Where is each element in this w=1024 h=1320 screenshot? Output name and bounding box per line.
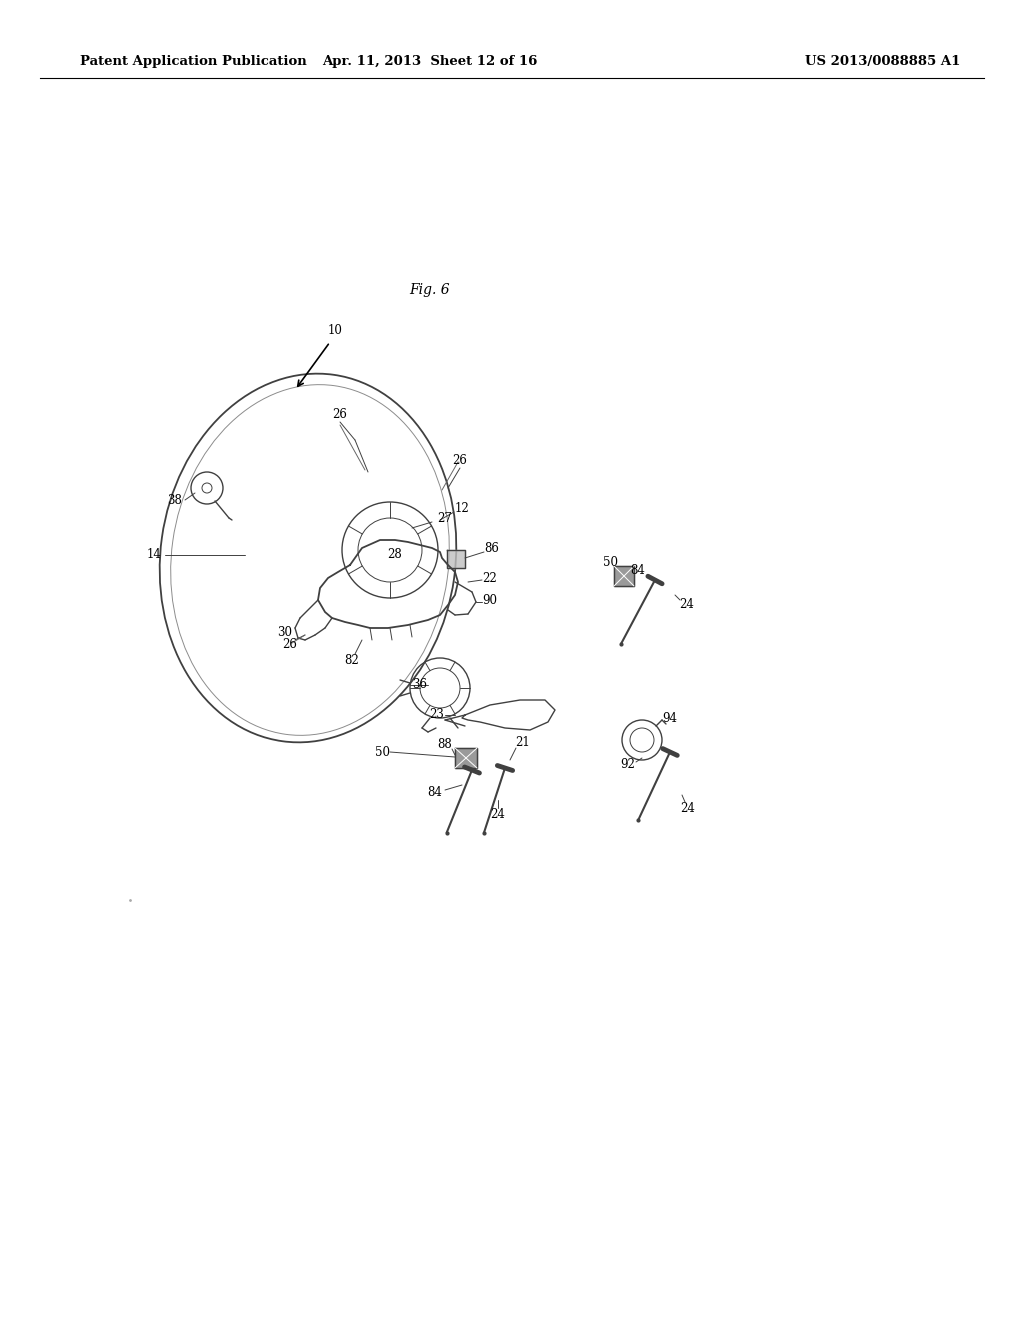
Text: 94: 94 <box>663 711 678 725</box>
Polygon shape <box>447 550 465 568</box>
Polygon shape <box>455 748 477 768</box>
Text: 92: 92 <box>621 759 636 771</box>
Text: 27: 27 <box>437 511 453 524</box>
Text: 30: 30 <box>278 626 293 639</box>
Text: 38: 38 <box>167 494 182 507</box>
Text: 84: 84 <box>428 787 442 800</box>
Text: 14: 14 <box>147 549 162 561</box>
Text: 82: 82 <box>345 653 359 667</box>
Polygon shape <box>614 566 634 586</box>
Text: 36: 36 <box>413 678 427 692</box>
Text: 26: 26 <box>333 408 347 421</box>
Text: 26: 26 <box>453 454 467 466</box>
Text: 24: 24 <box>490 808 506 821</box>
Text: 90: 90 <box>482 594 498 606</box>
Text: 84: 84 <box>631 564 645 577</box>
Text: 86: 86 <box>484 541 500 554</box>
Text: 22: 22 <box>482 572 498 585</box>
Text: 50: 50 <box>375 746 389 759</box>
Text: 24: 24 <box>681 801 695 814</box>
Text: 12: 12 <box>455 502 469 515</box>
Text: 23: 23 <box>429 708 444 721</box>
Text: 28: 28 <box>388 549 402 561</box>
Text: 24: 24 <box>680 598 694 611</box>
Text: 21: 21 <box>516 735 530 748</box>
Text: 26: 26 <box>283 639 297 652</box>
Text: 50: 50 <box>602 556 617 569</box>
Text: Patent Application Publication: Patent Application Publication <box>80 55 307 69</box>
Text: 10: 10 <box>328 323 342 337</box>
Text: Apr. 11, 2013  Sheet 12 of 16: Apr. 11, 2013 Sheet 12 of 16 <box>323 55 538 69</box>
Text: Fig. 6: Fig. 6 <box>410 282 451 297</box>
Text: 88: 88 <box>437 738 453 751</box>
Text: US 2013/0088885 A1: US 2013/0088885 A1 <box>805 55 961 69</box>
